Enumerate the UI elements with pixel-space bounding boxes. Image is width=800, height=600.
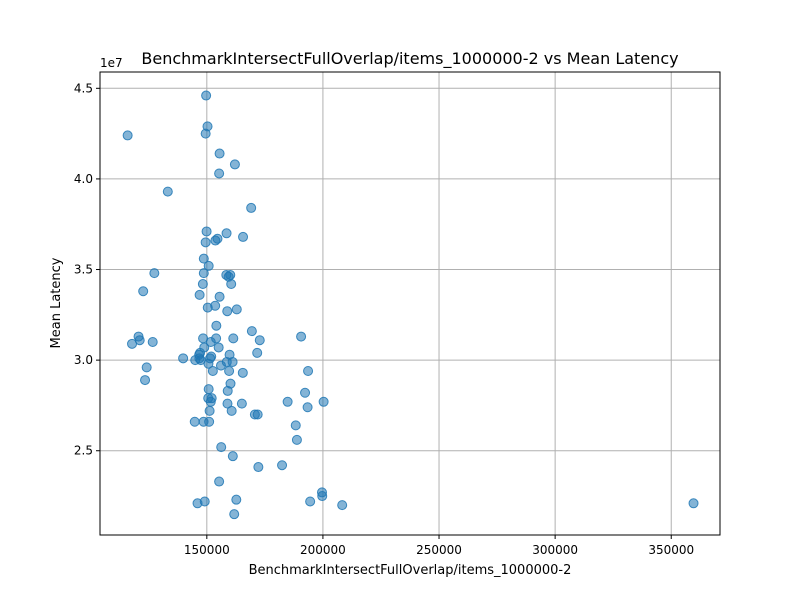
data-point	[222, 306, 233, 317]
data-point	[300, 387, 311, 398]
y-tick-label: 4.0	[74, 172, 93, 186]
data-point	[228, 333, 239, 344]
data-point	[198, 268, 209, 279]
data-point	[200, 237, 211, 248]
data-point	[197, 279, 208, 290]
data-points	[122, 90, 699, 520]
data-point	[252, 347, 263, 358]
data-point	[140, 375, 151, 386]
data-point	[127, 338, 138, 349]
y-tick-label: 4.5	[74, 81, 93, 95]
data-point	[253, 462, 264, 473]
data-point	[204, 405, 215, 416]
data-point	[204, 416, 215, 427]
data-point	[317, 491, 328, 502]
x-axis-label: BenchmarkIntersectFullOverlap/items_1000…	[249, 563, 572, 578]
data-point	[226, 405, 237, 416]
data-point	[224, 366, 235, 377]
data-point	[227, 451, 238, 462]
data-point	[231, 494, 242, 505]
data-point	[305, 496, 316, 507]
data-point	[236, 398, 247, 409]
data-point	[138, 286, 149, 297]
y-tick-label: 3.5	[74, 263, 93, 277]
data-point	[222, 385, 233, 396]
data-point	[205, 337, 216, 348]
y-tick-label: 2.5	[74, 444, 93, 458]
data-point	[201, 226, 212, 237]
data-point	[290, 420, 301, 431]
data-point	[215, 360, 226, 371]
data-point	[291, 434, 302, 445]
y-tick-label: 3.0	[74, 353, 93, 367]
data-point	[213, 342, 224, 353]
data-point	[205, 396, 216, 407]
data-point	[231, 304, 242, 315]
data-point	[246, 202, 257, 213]
y-axis-ticks: 2.5 3.0 3.5 4.0 4.5	[74, 81, 100, 458]
data-point	[189, 416, 200, 427]
data-point	[214, 291, 225, 302]
grid-lines	[100, 72, 720, 535]
data-point	[216, 442, 227, 453]
data-point	[194, 289, 205, 300]
data-point	[296, 331, 307, 342]
x-axis-ticks: 150000 200000 250000 300000 350000	[184, 535, 694, 557]
x-tick-label: 250000	[416, 543, 462, 557]
data-point	[337, 500, 348, 511]
data-point	[149, 268, 160, 279]
data-point	[178, 353, 189, 364]
y-axis-offset-label: 1e7	[100, 56, 123, 70]
data-point	[282, 396, 293, 407]
data-point	[226, 279, 237, 290]
data-point	[229, 509, 240, 520]
data-point	[203, 260, 214, 271]
x-tick-label: 150000	[184, 543, 230, 557]
x-tick-label: 350000	[648, 543, 694, 557]
chart-title: BenchmarkIntersectFullOverlap/items_1000…	[141, 49, 678, 69]
data-point	[221, 228, 232, 239]
x-tick-label: 300000	[532, 543, 578, 557]
data-point	[203, 384, 214, 395]
data-point	[200, 128, 211, 139]
data-point	[141, 362, 152, 373]
data-point	[214, 476, 225, 487]
data-point	[238, 231, 249, 242]
data-point	[207, 366, 218, 377]
data-point	[122, 130, 133, 141]
data-point	[302, 402, 313, 413]
data-point	[203, 358, 214, 369]
data-point	[201, 90, 212, 101]
data-point	[227, 356, 238, 367]
data-point	[688, 498, 699, 509]
x-tick-label: 200000	[300, 543, 346, 557]
data-point	[214, 148, 225, 159]
data-point	[147, 337, 158, 348]
data-point	[202, 302, 213, 313]
data-point	[237, 367, 248, 378]
data-point	[277, 460, 288, 471]
data-point	[192, 498, 203, 509]
data-point	[303, 366, 314, 377]
data-point	[222, 398, 233, 409]
data-point	[246, 326, 257, 337]
data-point	[198, 253, 209, 264]
data-point	[318, 396, 329, 407]
data-point	[252, 409, 263, 420]
data-point	[211, 320, 222, 331]
y-axis-label: Mean Latency	[49, 257, 64, 348]
data-point	[229, 159, 240, 170]
data-point	[254, 335, 265, 346]
plot-area-frame	[99, 71, 721, 536]
data-point	[214, 168, 225, 179]
data-point	[162, 186, 173, 197]
data-point	[210, 235, 221, 246]
